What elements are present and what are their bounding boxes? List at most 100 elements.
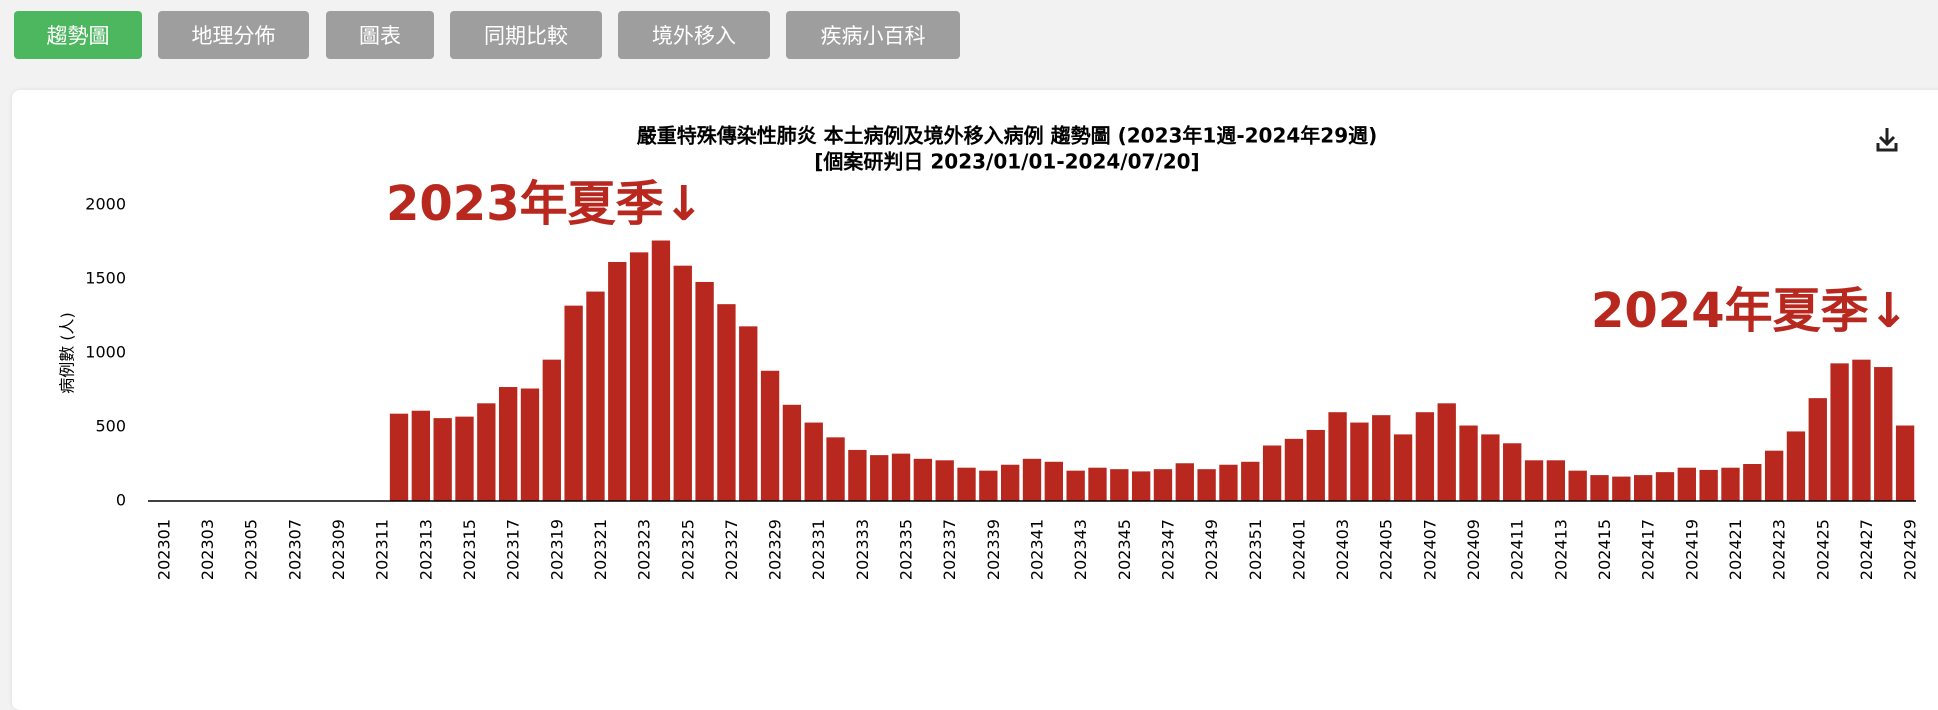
bar bbox=[433, 418, 452, 501]
y-tick-label: 1000 bbox=[85, 343, 126, 362]
tab[interactable]: 境外移入 bbox=[618, 11, 770, 59]
y-tick-label: 1500 bbox=[85, 269, 126, 288]
bar bbox=[1284, 438, 1304, 501]
x-tick-label: 202323 bbox=[635, 519, 654, 580]
bar bbox=[1874, 367, 1893, 501]
bar bbox=[1219, 464, 1238, 501]
x-tick-label: 202403 bbox=[1333, 519, 1352, 580]
x-tick-label: 202315 bbox=[460, 519, 479, 580]
tab[interactable]: 趨勢圖 bbox=[14, 11, 142, 59]
bar bbox=[891, 453, 911, 501]
y-tick-label: 500 bbox=[95, 417, 126, 436]
tab[interactable]: 同期比較 bbox=[450, 11, 602, 59]
bar bbox=[1612, 476, 1631, 501]
x-tick-label: 202409 bbox=[1464, 519, 1483, 580]
annotation: 2023年夏季↓ bbox=[386, 176, 704, 232]
bar bbox=[1153, 469, 1173, 501]
annotation: 2024年夏季↓ bbox=[1591, 283, 1909, 339]
bar bbox=[979, 470, 998, 501]
bar bbox=[389, 413, 409, 501]
bar bbox=[782, 404, 802, 501]
x-tick-label: 202407 bbox=[1420, 519, 1439, 580]
tab[interactable]: 地理分佈 bbox=[158, 11, 309, 59]
x-tick-label: 202325 bbox=[678, 519, 697, 580]
bar bbox=[1415, 412, 1435, 501]
bar bbox=[1677, 467, 1696, 501]
bar bbox=[586, 291, 605, 501]
x-tick-label: 202419 bbox=[1682, 519, 1701, 580]
bar bbox=[1808, 398, 1827, 501]
bar bbox=[870, 455, 889, 501]
bar bbox=[542, 359, 561, 501]
bar bbox=[1786, 431, 1806, 501]
bar bbox=[1721, 467, 1740, 501]
bar bbox=[1524, 460, 1544, 501]
bar bbox=[1197, 469, 1216, 501]
bar bbox=[1241, 461, 1260, 501]
bar bbox=[935, 460, 954, 501]
bar bbox=[1306, 429, 1325, 501]
bar bbox=[760, 370, 780, 501]
y-tick-label: 2000 bbox=[85, 195, 126, 214]
bar bbox=[1328, 412, 1347, 501]
bar bbox=[1590, 475, 1609, 501]
bar bbox=[1372, 415, 1391, 501]
bar bbox=[1743, 464, 1762, 501]
bar bbox=[498, 387, 518, 501]
bar bbox=[1022, 458, 1042, 501]
download-button[interactable] bbox=[1876, 128, 1898, 152]
x-tick-label: 202321 bbox=[591, 519, 610, 580]
bar bbox=[629, 252, 649, 501]
bar bbox=[913, 458, 933, 501]
x-tick-label: 202417 bbox=[1639, 519, 1658, 580]
x-tick-label: 202329 bbox=[766, 519, 785, 580]
x-tick-label: 202413 bbox=[1551, 519, 1570, 580]
bar bbox=[695, 281, 714, 501]
bar bbox=[1633, 475, 1653, 501]
x-tick-label: 202319 bbox=[547, 519, 566, 580]
bar bbox=[1699, 469, 1718, 501]
x-tick-label: 202307 bbox=[285, 519, 304, 580]
x-tick-label: 202421 bbox=[1726, 519, 1745, 580]
bar bbox=[804, 422, 823, 501]
x-tick-label: 202331 bbox=[809, 519, 828, 580]
bar bbox=[1088, 467, 1107, 501]
bar bbox=[1830, 363, 1849, 501]
x-tick-label: 202347 bbox=[1158, 519, 1177, 580]
bar bbox=[1044, 461, 1063, 501]
x-tick-label: 202335 bbox=[897, 519, 916, 580]
x-tick-label: 202305 bbox=[242, 519, 261, 580]
chart-card bbox=[12, 90, 1938, 710]
tab[interactable]: 圖表 bbox=[326, 11, 434, 59]
bar bbox=[1001, 464, 1020, 501]
x-tick-label: 202313 bbox=[416, 519, 435, 580]
x-tick-label: 202337 bbox=[940, 519, 959, 580]
x-tick-label: 202415 bbox=[1595, 519, 1614, 580]
x-tick-label: 202343 bbox=[1071, 519, 1090, 580]
bar bbox=[1546, 460, 1566, 501]
tab[interactable]: 疾病小百科 bbox=[786, 11, 960, 59]
bar bbox=[1655, 472, 1675, 501]
bar bbox=[411, 410, 431, 501]
bar bbox=[1110, 469, 1129, 501]
x-tick-label: 202327 bbox=[722, 519, 741, 580]
bar bbox=[1131, 471, 1151, 501]
x-tick-label: 202349 bbox=[1202, 519, 1221, 580]
bar bbox=[957, 467, 976, 501]
bar bbox=[455, 416, 474, 501]
bar bbox=[1066, 470, 1085, 501]
x-tick-label: 202427 bbox=[1857, 519, 1876, 580]
bar bbox=[1175, 463, 1194, 501]
chart-title: 嚴重特殊傳染性肺炎 本土病例及境外移入病例 趨勢圖 (2023年1週-2024年… bbox=[637, 124, 1378, 148]
bar bbox=[1437, 403, 1456, 501]
bar bbox=[564, 305, 583, 501]
bar bbox=[520, 388, 540, 501]
bar bbox=[826, 437, 845, 501]
bar bbox=[673, 265, 692, 501]
x-tick-label: 202341 bbox=[1028, 519, 1047, 580]
bar bbox=[717, 304, 736, 501]
chart-subtitle: [個案研判日 2023/01/01-2024/07/20] bbox=[814, 150, 1199, 174]
x-tick-label: 202425 bbox=[1813, 519, 1832, 580]
x-tick-label: 202405 bbox=[1377, 519, 1396, 580]
